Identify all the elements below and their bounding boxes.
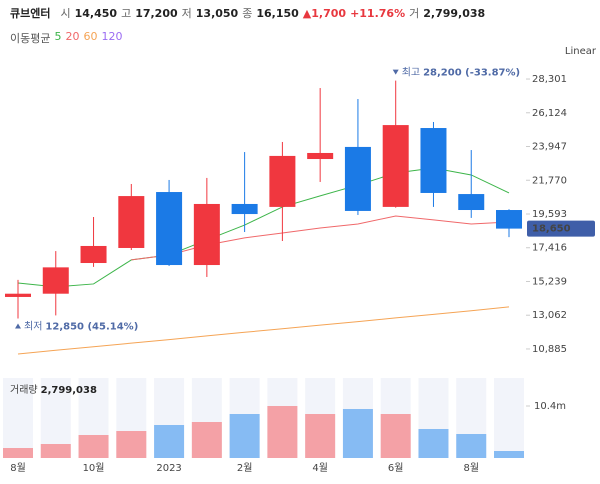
max-marker-text: 28,200 (-33.87%) bbox=[423, 68, 520, 79]
ma-line bbox=[131, 215, 510, 261]
candle-body bbox=[458, 194, 485, 211]
candle-body bbox=[5, 293, 31, 297]
quote-label: 종 bbox=[242, 7, 253, 20]
quote-value: 17,200 bbox=[135, 7, 178, 20]
volume-bar bbox=[40, 444, 71, 458]
candle-body bbox=[42, 267, 69, 294]
candle-body bbox=[307, 152, 334, 160]
ma-line bbox=[17, 306, 510, 355]
volume-bar bbox=[267, 406, 298, 458]
volume-bar bbox=[380, 414, 411, 458]
quote-label: 시 bbox=[60, 7, 71, 20]
scale-mode[interactable]: Linear bbox=[565, 46, 597, 57]
x-tick-label: 8월 bbox=[10, 462, 26, 474]
ma-legend-item[interactable]: 20 bbox=[65, 30, 80, 43]
min-marker-text: 12,850 (45.14%) bbox=[45, 322, 138, 333]
x-tick-label: 4월 bbox=[312, 462, 328, 474]
candle-body bbox=[231, 203, 258, 215]
volume-bar bbox=[305, 414, 336, 458]
quote-value: 2,799,038 bbox=[423, 7, 486, 20]
volume-bar bbox=[229, 414, 260, 458]
x-tick-label: 8월 bbox=[463, 462, 479, 474]
ma-legend-item[interactable]: 120 bbox=[101, 30, 123, 43]
volume-bar bbox=[342, 409, 373, 458]
ma-legend-item[interactable]: 5 bbox=[54, 30, 62, 43]
stock-name: 큐브엔터 bbox=[10, 7, 51, 20]
candle-body bbox=[496, 210, 523, 229]
volume-bar bbox=[3, 448, 33, 458]
quote-value: 16,150 bbox=[256, 7, 299, 20]
candle-body bbox=[156, 192, 183, 266]
x-tick-label: 6월 bbox=[388, 462, 404, 474]
quote-label: 저 bbox=[181, 7, 192, 20]
volume-background bbox=[3, 378, 33, 458]
y-tick-label: 19,593 bbox=[532, 209, 567, 220]
ma-legend: 이동평균 5 20 60 120 bbox=[10, 30, 122, 46]
last-price-label: 18,650 bbox=[532, 224, 571, 235]
x-tick-label: 2월 bbox=[237, 462, 253, 474]
max-marker-icon bbox=[392, 69, 399, 75]
y-tick-label: 17,416 bbox=[532, 243, 567, 254]
candle-body bbox=[193, 203, 220, 266]
volume-bar bbox=[191, 422, 222, 458]
min-marker: 최저 12,850 (45.14%) bbox=[24, 321, 138, 333]
min-marker-label: 최저 bbox=[24, 321, 42, 333]
max-marker: 최고 28,200 (-33.87%) bbox=[402, 67, 520, 79]
y-tick-label: 28,301 bbox=[532, 74, 567, 85]
candle-body bbox=[269, 155, 296, 207]
last-price-box bbox=[527, 220, 595, 237]
volume-bar bbox=[154, 425, 185, 458]
y-tick-label: 26,124 bbox=[532, 108, 567, 119]
volume-bar bbox=[494, 451, 525, 458]
candle-body bbox=[420, 128, 447, 193]
quote-label: 고 bbox=[121, 7, 132, 20]
volume-title-label: 거래량 bbox=[10, 384, 38, 396]
candle-body bbox=[80, 245, 107, 264]
quote-label: 거 bbox=[409, 7, 420, 20]
quote-header: 큐브엔터 시 14,450 고 17,200 저 13,050 종 16,150 ▲1,… bbox=[10, 5, 485, 21]
volume-background bbox=[494, 378, 525, 458]
change-pct: +11.76% bbox=[350, 7, 406, 20]
max-marker-label: 최고 bbox=[402, 67, 420, 79]
volume-title: 거래량 2,799,038 bbox=[10, 384, 97, 396]
y-tick-label: 15,239 bbox=[532, 276, 567, 287]
candle-body bbox=[118, 196, 145, 248]
x-tick-label: 2023 bbox=[156, 463, 181, 474]
quote-value: 14,450 bbox=[74, 7, 118, 20]
ma-legend-item[interactable]: 60 bbox=[83, 30, 98, 43]
volume-title-value: 2,799,038 bbox=[41, 385, 97, 396]
y-tick-label: 13,062 bbox=[532, 310, 567, 321]
x-tick-label: 10월 bbox=[83, 462, 105, 474]
candle-body bbox=[382, 125, 409, 207]
volume-bar bbox=[116, 431, 147, 458]
volume-tick-label: 10.4m bbox=[534, 401, 566, 412]
y-tick-label: 23,947 bbox=[532, 142, 567, 153]
candle-body bbox=[344, 146, 371, 211]
change: ▲1,700 bbox=[302, 7, 347, 20]
volume-bar bbox=[456, 434, 487, 458]
volume-bar bbox=[78, 435, 109, 458]
volume-bar bbox=[418, 429, 449, 458]
min-marker-icon bbox=[15, 323, 21, 329]
y-tick-label: 21,770 bbox=[532, 175, 567, 186]
y-tick-label: 10,885 bbox=[532, 344, 567, 355]
ma-title: 이동평균 bbox=[10, 32, 51, 45]
quote-value: 13,050 bbox=[195, 7, 239, 20]
